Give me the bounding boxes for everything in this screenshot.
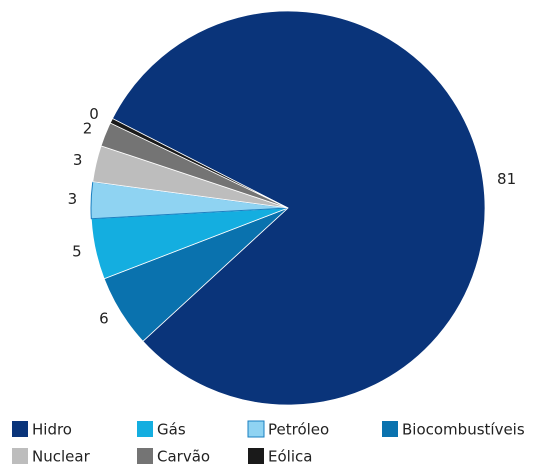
legend-label: Gás <box>157 421 186 439</box>
data-label: 81 <box>497 170 516 188</box>
pie-slice <box>111 10 486 406</box>
legend-label: Eólica <box>268 448 312 466</box>
legend-swatch <box>248 448 264 464</box>
data-label: 2 <box>83 120 93 138</box>
legend-swatch <box>382 421 398 437</box>
data-label: 5 <box>72 243 82 261</box>
legend-label: Carvão <box>157 448 210 466</box>
data-label: 0 <box>89 105 99 123</box>
pie-slice <box>109 118 289 209</box>
data-label: 6 <box>99 310 109 328</box>
legend-swatch <box>247 420 265 438</box>
legend-label: Petróleo <box>268 421 329 439</box>
legend-swatch <box>12 421 28 437</box>
legend-swatch <box>137 448 153 464</box>
legend-label: Hidro <box>32 421 72 439</box>
data-label: 3 <box>68 190 78 208</box>
legend-swatch <box>12 448 28 464</box>
data-label: 3 <box>73 151 83 169</box>
legend-label: Nuclear <box>32 448 91 466</box>
legend-label: Biocombustíveis <box>402 421 525 439</box>
legend-swatch <box>137 421 153 437</box>
